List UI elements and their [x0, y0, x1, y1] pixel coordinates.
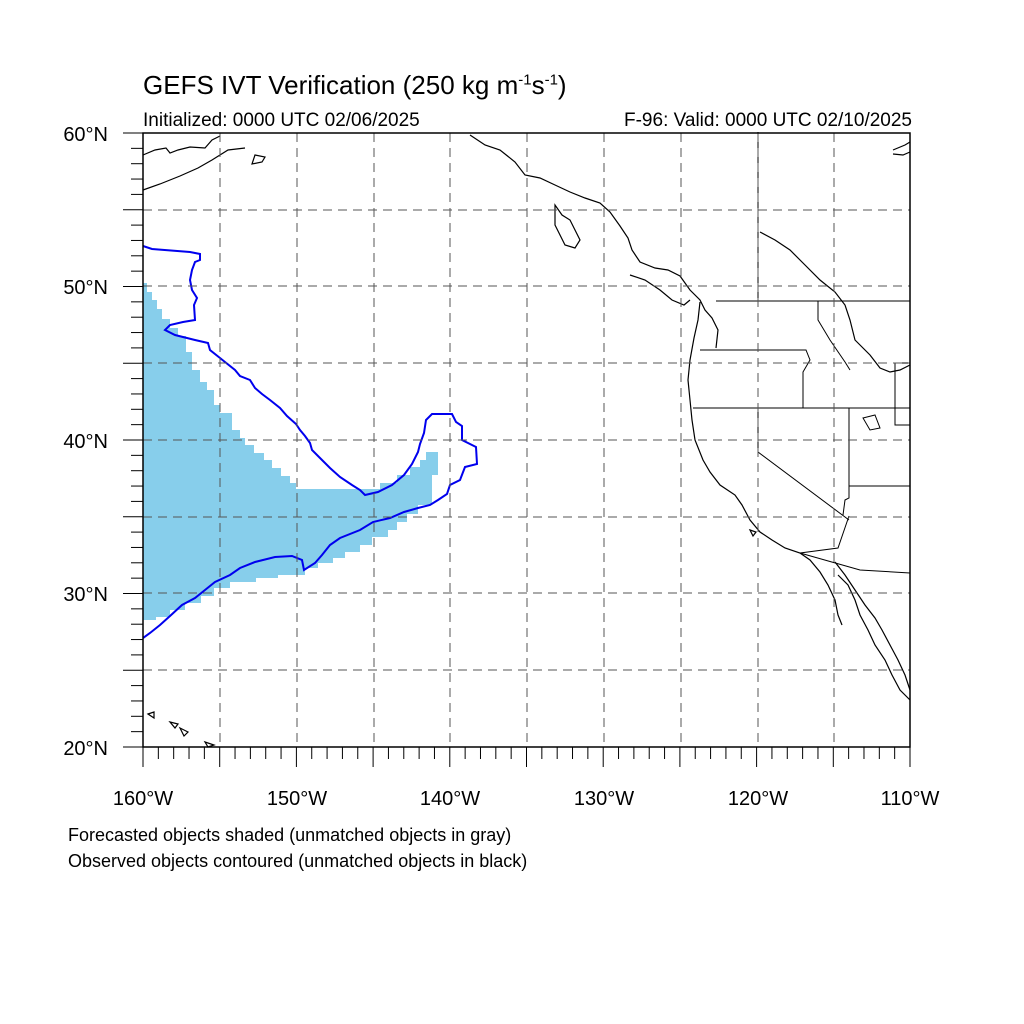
valid-time-label: F-96: Valid: 0000 UTC 02/10/2025	[624, 110, 912, 131]
initialized-label: Initialized: 0000 UTC 02/06/2025	[143, 110, 420, 131]
forecast-object	[143, 283, 438, 620]
observed-contour	[142, 245, 479, 639]
axis-ticks	[123, 132, 911, 767]
lon-labels: 160°W 150°W 140°W 130°W 120°W 110°W	[113, 788, 940, 810]
forecast-legend-note: Forecasted objects shaded (unmatched obj…	[68, 825, 512, 845]
lon-label: 110°W	[881, 788, 940, 810]
lat-labels: 60°N 50°N 40°N 30°N 20°N	[63, 124, 108, 760]
lat-label: 30°N	[63, 584, 108, 606]
lon-label: 120°W	[728, 788, 788, 810]
observed-legend-note: Observed objects contoured (unmatched ob…	[68, 851, 528, 871]
lat-label: 20°N	[63, 738, 108, 760]
lat-label: 50°N	[63, 277, 108, 299]
lat-label: 60°N	[63, 124, 108, 146]
lon-label: 160°W	[113, 788, 173, 810]
political-borders	[693, 132, 911, 574]
coastlines	[142, 134, 911, 748]
lat-label: 40°N	[63, 431, 108, 453]
lon-label: 150°W	[267, 788, 327, 810]
lon-label: 130°W	[574, 788, 634, 810]
lon-label: 140°W	[420, 788, 480, 810]
graticule	[143, 133, 910, 747]
map-title: GEFS IVT Verification (250 kg m-1s-1)	[143, 70, 567, 100]
